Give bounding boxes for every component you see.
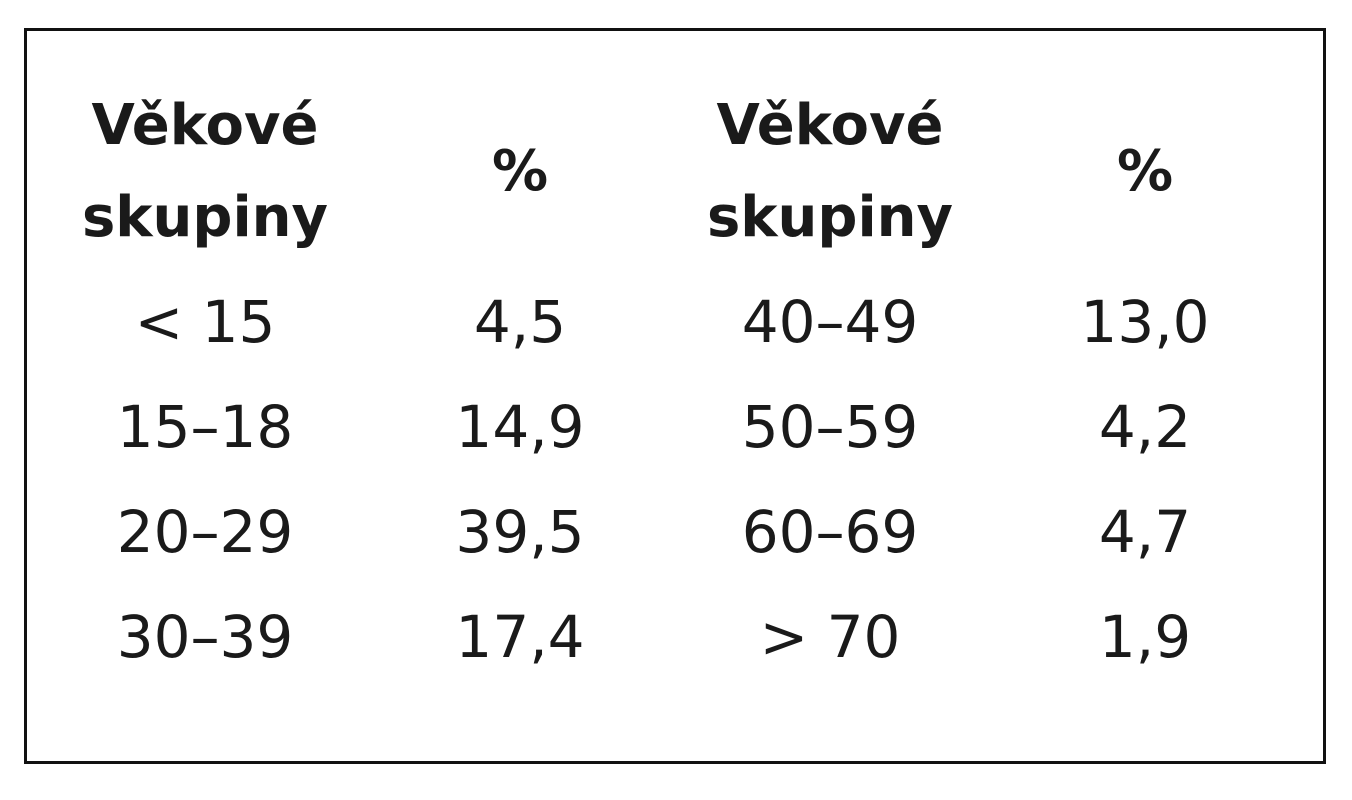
header-cell: skupiny <box>706 185 954 250</box>
table-cell: 14,9 <box>455 393 585 461</box>
header-cell: skupiny <box>81 185 329 250</box>
table-cell: 39,5 <box>455 498 585 566</box>
table-cell: 20–29 <box>116 498 294 566</box>
table-cell: < 15 <box>134 288 276 356</box>
table-cell: 17,4 <box>455 603 585 671</box>
table-cell: 60–69 <box>741 498 919 566</box>
table-cell: 30–39 <box>116 603 294 671</box>
table-cell: 15–18 <box>116 393 294 461</box>
header-cell: Věkové <box>716 93 944 158</box>
table-cell: 4,5 <box>473 288 567 356</box>
table-cell: 4,2 <box>1098 393 1192 461</box>
table-cell: 4,7 <box>1098 498 1192 566</box>
table-cell: > 70 <box>759 603 901 671</box>
table-cell: 1,9 <box>1098 603 1192 671</box>
table-cell: 50–59 <box>741 393 919 461</box>
table-cell: 40–49 <box>741 288 919 356</box>
header-cell: % <box>491 139 549 204</box>
table-cell: 13,0 <box>1080 288 1210 356</box>
table-frame <box>24 28 1326 764</box>
header-cell: Věkové <box>91 93 319 158</box>
header-cell: % <box>1116 139 1174 204</box>
